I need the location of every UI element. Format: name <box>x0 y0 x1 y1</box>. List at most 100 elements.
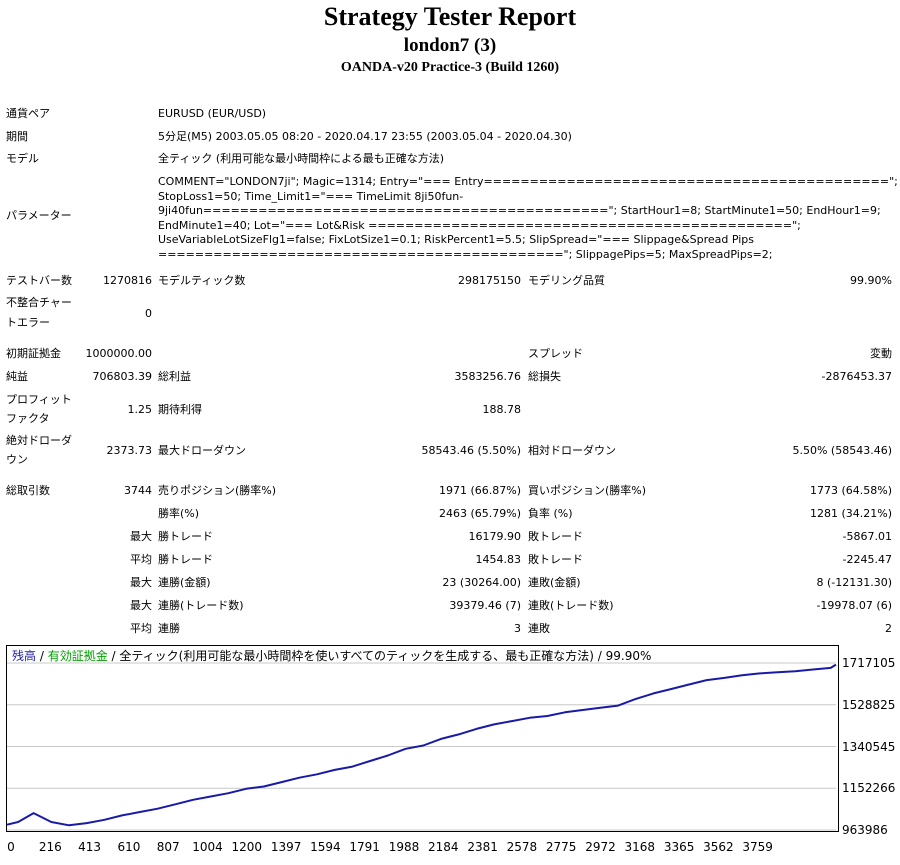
abs-dd-label: 絶対ドローダ <box>6 434 72 447</box>
y-tick-label: 963986 <box>842 823 888 837</box>
balance-line <box>6 663 837 827</box>
win-label: 勝率(%) <box>158 507 200 520</box>
gross-profit-label: 総利益 <box>158 370 191 383</box>
params-label: パラメーター <box>6 209 72 222</box>
avg-loss-label: 敗トレード <box>528 553 583 566</box>
x-tick-label: 1004 <box>192 840 223 854</box>
largest-win-label: 勝トレード <box>158 530 213 543</box>
abs-dd-label-2: ウン <box>6 453 28 466</box>
largest-prefix: 最大 <box>130 530 152 543</box>
params-line: UseVariableLotSizeFlg1=false; FixLotSize… <box>158 233 755 247</box>
params-line: StopLoss1=50; Time_Limit1="=== TimeLimit… <box>158 189 464 203</box>
max-cons-count-prefix: 最大 <box>130 599 152 612</box>
x-tick-label: 2972 <box>585 840 616 854</box>
mismatch-label: 不整合チャー <box>6 296 72 309</box>
pf-value: 1.25 <box>127 403 153 416</box>
net-value: 706803.39 <box>92 370 153 383</box>
model-label: モデル <box>6 152 39 165</box>
avg-win-value: 1454.83 <box>475 553 522 566</box>
x-tick-label: 2184 <box>428 840 459 854</box>
max-cons-profit-value: 39379.46 (7) <box>449 599 521 612</box>
legend-balance: 残高 <box>12 649 37 663</box>
long-label: 買いポジション(勝率%) <box>528 484 647 497</box>
loss-value: 1281 (34.21%) <box>809 507 892 520</box>
largest-win-value: 16179.90 <box>468 530 522 543</box>
y-tick-label: 1340545 <box>842 739 896 754</box>
x-tick-label: 1791 <box>349 840 380 854</box>
x-tick-label: 610 <box>117 840 141 854</box>
ticks-value: 298175150 <box>458 274 521 287</box>
x-tick-label: 1397 <box>270 840 302 854</box>
payoff-label: 期待利得 <box>158 403 202 416</box>
max-dd-label: 最大ドローダウン <box>158 444 246 457</box>
x-tick-label: 3168 <box>624 840 656 854</box>
spread-value: 変動 <box>870 347 892 360</box>
y-tick-label: 1717105 <box>842 656 896 670</box>
max-dd-value: 58543.46 (5.50%) <box>421 444 521 457</box>
avg-loss-value: -2245.47 <box>842 553 892 566</box>
period-label: 期間 <box>6 130 28 143</box>
legend-separator: / <box>36 649 48 663</box>
symbol-label: 通貨ペア <box>6 107 50 120</box>
quality-value: 99.90% <box>850 274 892 287</box>
x-tick-label: 3759 <box>742 840 773 854</box>
loss-label: 負率 (%) <box>528 507 573 520</box>
avg-cons-losses-label: 連敗 <box>528 622 550 635</box>
params-line: 9ji40fun================================… <box>158 204 881 218</box>
rel-dd-label: 相対ドローダウン <box>528 444 616 457</box>
pf-label: プロフィット <box>6 393 72 406</box>
legend-equity: 有効証拠金 <box>47 649 108 663</box>
deposit-value: 1000000.00 <box>85 347 152 360</box>
gross-loss-value: -2876453.37 <box>821 370 892 383</box>
mismatch-value: 0 <box>145 307 152 320</box>
max-cons-loss-value: -19978.07 (6) <box>816 599 892 612</box>
long-value: 1773 (64.58%) <box>809 484 892 497</box>
params-block: COMMENT="LONDON7ji"; Magic=1314; Entry="… <box>158 175 898 263</box>
mismatch-label-2: トエラー <box>6 316 50 329</box>
avg-win-label: 勝トレード <box>158 553 213 566</box>
x-tick-label: 1988 <box>388 840 420 854</box>
y-tick-label: 1528825 <box>842 697 896 712</box>
x-tick-label: 413 <box>78 840 102 854</box>
x-tick-label: 3365 <box>663 840 695 854</box>
bars-value: 1270816 <box>103 274 152 287</box>
x-tick-label: 1594 <box>310 840 341 854</box>
x-tick-label: 2578 <box>506 840 538 854</box>
params-line: EndMinute1=40; Lot="=== Lot&Risk =======… <box>158 218 801 232</box>
x-tick-label: 807 <box>156 840 180 854</box>
max-cons-losses-label: 連敗(金額) <box>528 576 581 589</box>
win-value: 2463 (65.79%) <box>438 507 521 520</box>
params-line: COMMENT="LONDON7ji"; Magic=1314; Entry="… <box>158 175 898 188</box>
legend-model-text: 全ティック(利用可能な最小時間枠を使いすべてのティックを生成する、最も正確な方法… <box>119 649 652 663</box>
chart-legend: 残高 / 有効証拠金 / 全ティック(利用可能な最小時間枠を使いすべてのティック… <box>12 648 651 664</box>
max-cons-loss-label: 連敗(トレード数) <box>528 599 614 612</box>
expert-name: london7 (3) <box>403 35 497 56</box>
legend-separator: / <box>107 649 120 663</box>
bars-label: テストバー数 <box>6 274 72 287</box>
payoff-value: 188.78 <box>482 403 522 416</box>
largest-loss-label: 敗トレード <box>528 530 583 543</box>
spread-label: スプレッド <box>528 347 583 360</box>
max-cons-wins-label: 連勝(金額) <box>158 576 211 589</box>
period-value: 5分足(M5) 2003.05.05 08:20 - 2020.04.17 23… <box>158 130 572 143</box>
x-tick-label: 2775 <box>545 840 577 854</box>
deposit-label: 初期証拠金 <box>6 347 61 360</box>
ticks-label: モデルティック数 <box>158 274 246 287</box>
avg-cons-wins-label: 連勝 <box>158 622 180 635</box>
x-tick-label: 0 <box>7 840 15 854</box>
short-value: 1971 (66.87%) <box>438 484 521 497</box>
balance-chart <box>6 645 839 832</box>
max-cons-losses-value: 8 (-12131.30) <box>816 576 892 589</box>
abs-dd-value: 2373.73 <box>106 444 153 457</box>
max-cons-prefix: 最大 <box>130 576 152 589</box>
trades-value: 3744 <box>124 484 152 497</box>
gross-profit-value: 3583256.76 <box>454 370 521 383</box>
trades-label: 総取引数 <box>6 484 50 497</box>
max-cons-profit-label: 連勝(トレード数) <box>158 599 244 612</box>
net-label: 純益 <box>6 370 28 383</box>
params-line: ========================================… <box>158 247 773 261</box>
short-label: 売りポジション(勝率%) <box>158 484 277 497</box>
largest-loss-value: -5867.01 <box>842 530 892 543</box>
avg-cons-prefix: 平均 <box>130 622 152 635</box>
